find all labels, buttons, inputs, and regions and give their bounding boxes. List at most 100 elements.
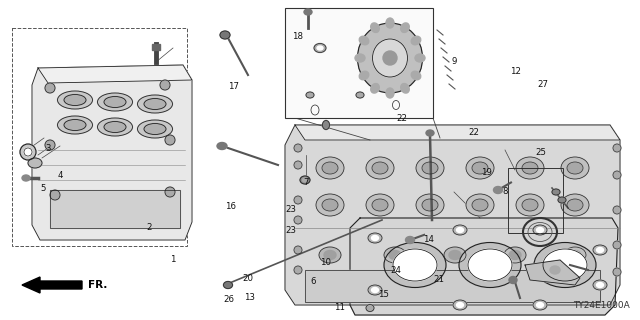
Bar: [50, 190, 180, 228]
Ellipse shape: [372, 162, 388, 174]
Ellipse shape: [444, 247, 466, 263]
Ellipse shape: [558, 197, 566, 203]
Circle shape: [613, 268, 621, 276]
Ellipse shape: [384, 243, 446, 287]
Circle shape: [294, 144, 302, 152]
Text: 10: 10: [319, 258, 331, 267]
Text: 7: 7: [303, 178, 308, 187]
Ellipse shape: [472, 199, 488, 211]
Ellipse shape: [223, 282, 232, 289]
Text: 14: 14: [423, 236, 435, 244]
Ellipse shape: [324, 251, 336, 260]
Ellipse shape: [516, 194, 544, 216]
Ellipse shape: [144, 99, 166, 109]
Ellipse shape: [550, 266, 560, 274]
Ellipse shape: [104, 122, 126, 132]
Ellipse shape: [453, 300, 467, 310]
Ellipse shape: [323, 121, 330, 130]
Circle shape: [294, 216, 302, 224]
Ellipse shape: [64, 94, 86, 106]
Circle shape: [165, 187, 175, 197]
Circle shape: [160, 80, 170, 90]
Ellipse shape: [372, 199, 388, 211]
Ellipse shape: [359, 36, 369, 45]
Bar: [508, 168, 563, 233]
Bar: [285, 8, 433, 118]
Ellipse shape: [322, 162, 338, 174]
Ellipse shape: [466, 157, 494, 179]
Text: 9: 9: [452, 57, 457, 66]
Text: 24: 24: [390, 266, 401, 275]
Ellipse shape: [356, 92, 364, 98]
Bar: [305, 270, 600, 302]
Ellipse shape: [459, 243, 521, 287]
Ellipse shape: [311, 105, 319, 115]
Ellipse shape: [564, 247, 586, 263]
Ellipse shape: [366, 194, 394, 216]
Ellipse shape: [543, 249, 587, 281]
Ellipse shape: [596, 283, 604, 287]
Ellipse shape: [24, 148, 32, 156]
Bar: [50, 190, 180, 228]
Ellipse shape: [22, 175, 30, 181]
Bar: [152, 44, 160, 50]
Ellipse shape: [456, 228, 463, 233]
Ellipse shape: [453, 225, 467, 235]
Circle shape: [613, 171, 621, 179]
Polygon shape: [295, 125, 620, 140]
Bar: [12, 28, 187, 246]
Ellipse shape: [304, 9, 312, 15]
Ellipse shape: [97, 93, 132, 111]
Ellipse shape: [144, 124, 166, 134]
Ellipse shape: [422, 199, 438, 211]
Polygon shape: [32, 65, 192, 240]
Text: 22: 22: [468, 128, 479, 137]
Text: 5: 5: [41, 184, 46, 193]
Text: 20: 20: [243, 274, 254, 283]
Ellipse shape: [368, 285, 382, 295]
Text: 17: 17: [228, 82, 239, 91]
Text: 3: 3: [45, 144, 51, 153]
Circle shape: [45, 83, 55, 93]
Text: 6: 6: [311, 277, 316, 286]
Ellipse shape: [466, 194, 494, 216]
Text: FR.: FR.: [88, 280, 108, 290]
Ellipse shape: [314, 44, 326, 52]
Ellipse shape: [97, 118, 132, 136]
Ellipse shape: [384, 247, 406, 263]
Ellipse shape: [426, 130, 434, 136]
Text: 22: 22: [396, 114, 408, 123]
Ellipse shape: [536, 228, 543, 233]
Ellipse shape: [533, 225, 547, 235]
Ellipse shape: [522, 162, 538, 174]
Text: 25: 25: [535, 148, 547, 157]
Ellipse shape: [536, 302, 543, 308]
Ellipse shape: [504, 247, 526, 263]
Ellipse shape: [371, 84, 380, 93]
Circle shape: [165, 135, 175, 145]
Text: 15: 15: [378, 290, 390, 299]
Ellipse shape: [28, 158, 42, 168]
Ellipse shape: [306, 92, 314, 98]
Ellipse shape: [104, 97, 126, 108]
Circle shape: [45, 140, 55, 150]
Ellipse shape: [412, 71, 420, 80]
Ellipse shape: [371, 23, 380, 32]
Ellipse shape: [316, 157, 344, 179]
Ellipse shape: [20, 144, 36, 160]
Ellipse shape: [422, 162, 438, 174]
Ellipse shape: [300, 176, 310, 184]
Ellipse shape: [368, 233, 382, 243]
Text: 2: 2: [147, 223, 152, 232]
Ellipse shape: [401, 84, 409, 93]
Ellipse shape: [393, 249, 437, 281]
Ellipse shape: [355, 54, 365, 62]
Text: 11: 11: [333, 303, 345, 312]
Ellipse shape: [596, 247, 604, 252]
Circle shape: [294, 196, 302, 204]
Ellipse shape: [366, 305, 374, 311]
Ellipse shape: [509, 251, 521, 260]
Ellipse shape: [406, 236, 415, 244]
Ellipse shape: [516, 157, 544, 179]
Ellipse shape: [386, 88, 394, 98]
